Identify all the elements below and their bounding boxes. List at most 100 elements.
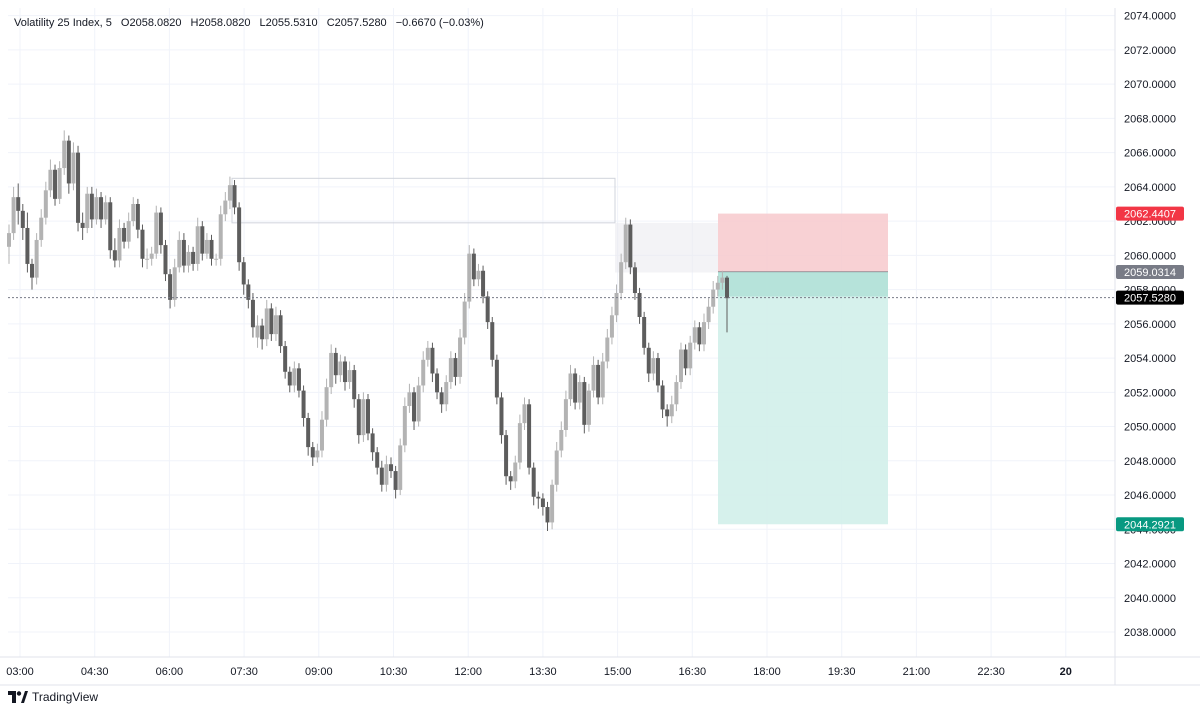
candle[interactable] xyxy=(237,202,242,271)
candle[interactable] xyxy=(609,306,614,345)
y-tick-label[interactable]: 2060.0000 xyxy=(1124,250,1176,262)
take-profit-zone[interactable] xyxy=(718,271,888,525)
candle[interactable] xyxy=(324,378,329,427)
candle[interactable] xyxy=(71,142,76,191)
candle[interactable] xyxy=(554,441,559,492)
candle[interactable] xyxy=(637,287,642,324)
candle[interactable] xyxy=(145,248,150,270)
candle[interactable] xyxy=(264,299,269,347)
candle[interactable] xyxy=(149,246,154,266)
x-tick-label[interactable]: 22:30 xyxy=(977,666,1005,678)
candle[interactable] xyxy=(508,471,513,490)
candle[interactable] xyxy=(642,311,647,355)
candle[interactable] xyxy=(195,217,200,271)
candle[interactable] xyxy=(301,385,306,427)
candle[interactable] xyxy=(89,186,94,228)
x-tick-label[interactable]: 12:00 xyxy=(454,666,482,678)
candle[interactable] xyxy=(200,221,205,261)
candle[interactable] xyxy=(273,306,278,341)
y-tick-label[interactable]: 2038.0000 xyxy=(1124,627,1176,639)
candle[interactable] xyxy=(600,352,605,405)
candle[interactable] xyxy=(186,245,191,273)
candle[interactable] xyxy=(319,411,324,458)
candle[interactable] xyxy=(462,293,467,345)
candle[interactable] xyxy=(545,501,550,531)
x-tick-label[interactable]: 13:30 xyxy=(529,666,557,678)
candle[interactable] xyxy=(517,414,522,470)
candle[interactable] xyxy=(550,479,555,530)
candle[interactable] xyxy=(439,387,444,413)
candle[interactable] xyxy=(57,161,62,204)
candle[interactable] xyxy=(715,275,720,297)
candle[interactable] xyxy=(665,404,670,427)
candle[interactable] xyxy=(494,354,499,405)
candle[interactable] xyxy=(720,270,725,290)
candle[interactable] xyxy=(99,192,104,228)
candle[interactable] xyxy=(379,460,384,492)
candle[interactable] xyxy=(453,352,458,386)
candle[interactable] xyxy=(619,253,624,300)
y-tick-label[interactable]: 2042.0000 xyxy=(1124,559,1176,571)
candle[interactable] xyxy=(250,293,255,338)
candle[interactable] xyxy=(39,209,44,247)
candle[interactable] xyxy=(209,234,214,266)
candle[interactable] xyxy=(701,313,706,352)
candle[interactable] xyxy=(62,130,67,175)
candle[interactable] xyxy=(568,364,573,407)
candle[interactable] xyxy=(448,351,453,389)
x-tick-label[interactable]: 19:30 xyxy=(828,666,856,678)
y-tick-label[interactable]: 2048.0000 xyxy=(1124,456,1176,468)
candle[interactable] xyxy=(85,186,90,234)
candle[interactable] xyxy=(154,205,159,259)
candle[interactable] xyxy=(232,180,237,215)
candle[interactable] xyxy=(214,253,219,266)
candle[interactable] xyxy=(458,328,463,384)
candle[interactable] xyxy=(108,197,113,259)
candle[interactable] xyxy=(490,316,495,367)
candle[interactable] xyxy=(407,383,412,413)
y-tick-label[interactable]: 2054.0000 xyxy=(1124,353,1176,365)
y-tick-label[interactable]: 2050.0000 xyxy=(1124,422,1176,434)
candle[interactable] xyxy=(356,394,361,444)
candle[interactable] xyxy=(181,233,186,273)
candle[interactable] xyxy=(430,342,435,383)
candle[interactable] xyxy=(444,375,449,412)
x-tick-label[interactable]: 15:00 xyxy=(604,666,632,678)
candle[interactable] xyxy=(172,258,177,307)
candle[interactable] xyxy=(706,298,711,329)
candle[interactable] xyxy=(283,340,288,379)
candle[interactable] xyxy=(435,368,440,400)
candle[interactable] xyxy=(168,269,173,309)
candle[interactable] xyxy=(158,207,163,254)
candle[interactable] xyxy=(117,219,122,268)
candle[interactable] xyxy=(660,380,665,418)
candle[interactable] xyxy=(527,399,532,475)
x-axis-labels[interactable]: 03:00 04:30 06:00 07:30 09:00 10:30 12:00 13:30… xyxy=(6,666,1072,678)
candle[interactable] xyxy=(540,493,545,516)
x-tick-label[interactable]: 10:30 xyxy=(380,666,408,678)
candle[interactable] xyxy=(655,352,660,393)
candle[interactable] xyxy=(375,447,380,475)
candle[interactable] xyxy=(591,356,596,398)
candle[interactable] xyxy=(135,198,140,239)
candle[interactable] xyxy=(531,462,536,506)
y-tick-label[interactable]: 2072.0000 xyxy=(1124,45,1176,57)
candle[interactable] xyxy=(628,219,633,275)
candle[interactable] xyxy=(30,258,35,290)
candle[interactable] xyxy=(577,375,582,410)
y-tick-label[interactable]: 2040.0000 xyxy=(1124,593,1176,605)
candle[interactable] xyxy=(269,303,274,341)
x-tick-label[interactable]: 21:00 xyxy=(903,666,931,678)
candle[interactable] xyxy=(412,387,417,430)
candle[interactable] xyxy=(366,394,370,441)
candle[interactable] xyxy=(398,438,403,496)
candle[interactable] xyxy=(48,159,53,198)
candle[interactable] xyxy=(421,351,426,393)
candle[interactable] xyxy=(573,368,578,410)
y-tick-label[interactable]: 2066.0000 xyxy=(1124,148,1176,160)
candle[interactable] xyxy=(669,395,674,424)
candle[interactable] xyxy=(683,344,688,376)
candle[interactable] xyxy=(582,376,587,434)
y-tick-label[interactable]: 2046.0000 xyxy=(1124,490,1176,502)
